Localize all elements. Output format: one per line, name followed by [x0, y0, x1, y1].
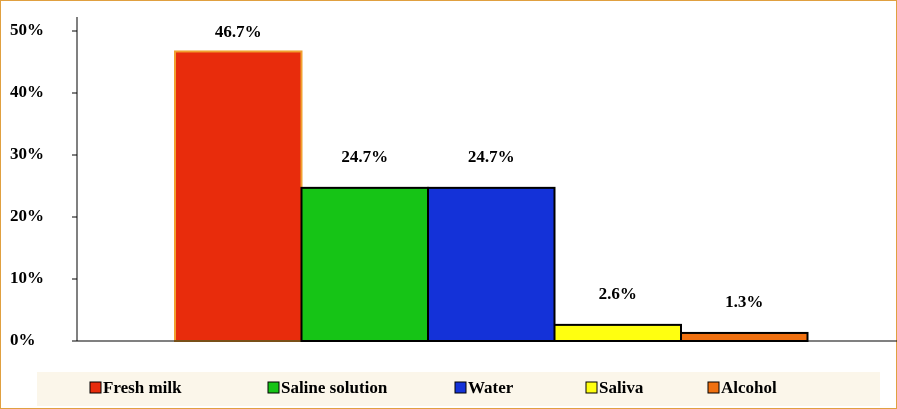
- y-tick-label: 10%: [10, 268, 44, 287]
- value-label: 24.7%: [341, 147, 388, 166]
- legend-label: Water: [468, 378, 514, 397]
- y-tick-label: 40%: [10, 82, 44, 101]
- value-label: 1.3%: [725, 292, 763, 311]
- value-label: 24.7%: [468, 147, 515, 166]
- value-label: 46.7%: [215, 22, 262, 41]
- legend-label: Alcohol: [721, 378, 777, 397]
- legend-swatch: [267, 381, 280, 394]
- y-tick-label: 30%: [10, 144, 44, 163]
- legend-swatch: [454, 381, 467, 394]
- bar: [300, 186, 429, 342]
- y-tick-label: 20%: [10, 206, 44, 225]
- legend-label: Saline solution: [281, 378, 388, 397]
- bar: [174, 50, 303, 343]
- bar: [427, 186, 556, 342]
- legend-swatch: [89, 381, 102, 394]
- legend-swatch: [585, 381, 598, 394]
- y-tick-label: 50%: [10, 20, 44, 39]
- bar: [553, 323, 682, 343]
- y-tick-label: 0%: [10, 330, 36, 349]
- legend-label: Fresh milk: [103, 378, 182, 397]
- bar: [680, 331, 809, 343]
- legend-label: Saliva: [599, 378, 644, 397]
- legend-swatch: [707, 381, 720, 394]
- value-label: 2.6%: [599, 284, 637, 303]
